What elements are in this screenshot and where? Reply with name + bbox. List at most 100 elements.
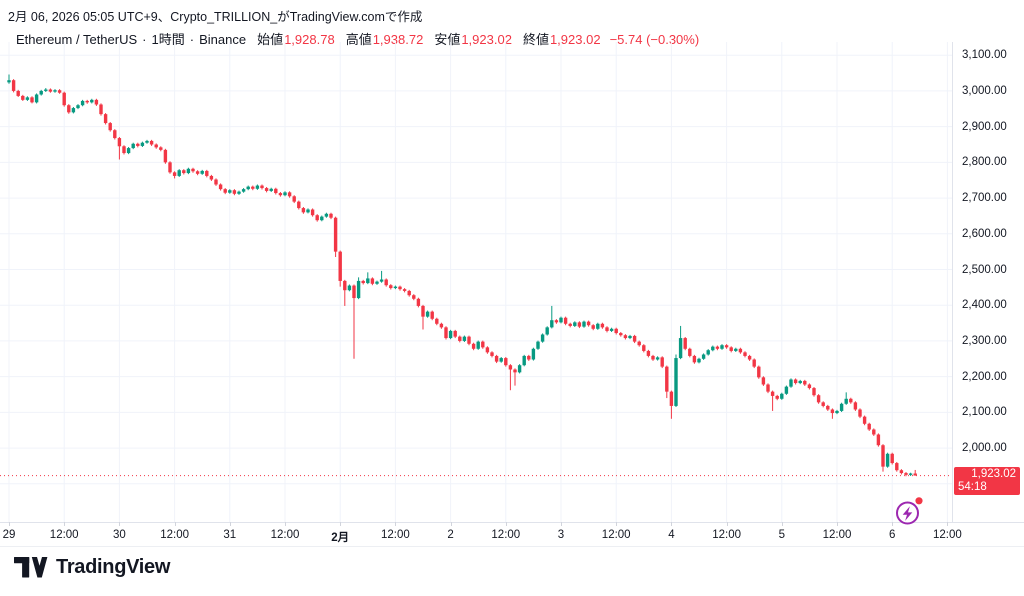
time-tick-label: 12:00: [822, 529, 852, 541]
candle: [545, 326, 549, 336]
candle: [706, 349, 710, 356]
candle: [490, 351, 494, 358]
exchange-label[interactable]: Binance: [199, 32, 247, 47]
candle: [398, 285, 402, 291]
flash-icon[interactable]: [892, 494, 926, 528]
candle: [619, 332, 623, 337]
candle: [807, 383, 812, 390]
tradingview-logo-text: TradingView: [56, 556, 171, 578]
candle: [577, 321, 582, 329]
candle: [182, 169, 186, 175]
candle: [563, 316, 568, 326]
candle: [402, 288, 407, 293]
candle: [743, 351, 747, 358]
candle: [122, 145, 126, 155]
candle: [793, 378, 798, 385]
candle: [343, 279, 347, 306]
candle: [283, 191, 287, 197]
candle: [53, 89, 57, 93]
candle: [145, 139, 149, 144]
time-tick-mark: [505, 522, 507, 526]
candle: [99, 103, 103, 116]
time-tick-label: 12:00: [49, 529, 79, 541]
candle: [908, 472, 913, 476]
candlestick-chart[interactable]: [0, 42, 952, 522]
tradingview-logo-mark: [14, 556, 48, 577]
candle: [80, 99, 85, 107]
candle: [338, 250, 342, 287]
time-tick-mark: [340, 522, 342, 526]
candle: [596, 322, 600, 330]
candle: [872, 428, 876, 436]
separator-dot: ·: [189, 32, 195, 47]
candle: [904, 472, 908, 477]
candle: [784, 385, 789, 395]
candle: [471, 342, 476, 351]
time-tick-label: 12:00: [712, 529, 741, 541]
time-tick-label: 29: [2, 529, 16, 541]
candle: [757, 365, 761, 379]
price-tick-label: 2,500.00: [962, 263, 1007, 276]
price-tick-label: 2,600.00: [962, 227, 1007, 240]
candle: [186, 167, 191, 175]
candle: [867, 422, 871, 431]
candle: [246, 185, 250, 191]
candle: [453, 329, 457, 339]
candle: [287, 191, 292, 198]
candle: [550, 305, 554, 329]
candle: [444, 326, 448, 340]
candle: [734, 347, 738, 352]
candle: [269, 187, 273, 192]
time-tick-mark: [561, 522, 562, 526]
interval-label[interactable]: 1時間: [151, 32, 185, 47]
candle: [67, 104, 71, 114]
symbol-title[interactable]: Ethereum / TetherUS: [16, 32, 138, 47]
candle: [913, 469, 917, 476]
time-tick-mark: [174, 522, 176, 526]
candle: [126, 147, 131, 155]
time-tick-mark: [119, 522, 121, 526]
candle: [163, 148, 168, 164]
price-axis-border: [952, 42, 953, 546]
candle: [522, 354, 526, 367]
candle: [425, 310, 430, 318]
candle: [605, 326, 609, 333]
candle: [223, 188, 227, 195]
time-tick-mark: [64, 522, 66, 526]
candle: [467, 335, 471, 346]
price-tick-label: 2,400.00: [962, 299, 1007, 312]
candle: [770, 390, 775, 411]
candle: [113, 129, 117, 140]
tradingview-logo[interactable]: TradingView: [14, 556, 170, 579]
change-value: −5.74 (−0.30%): [609, 32, 700, 47]
candle: [513, 368, 517, 386]
attribution-text: 2月 06, 2026 05:05 UTC+9、Crypto_TRILLION_…: [8, 10, 423, 24]
candle: [692, 354, 697, 364]
candle: [347, 284, 352, 292]
candle: [209, 174, 214, 181]
candle: [830, 408, 835, 419]
candle: [678, 325, 683, 360]
time-tick-label: 12:00: [381, 529, 410, 541]
candle: [766, 383, 770, 394]
candle: [218, 183, 223, 191]
candle: [21, 94, 25, 101]
candle: [421, 304, 425, 330]
candle: [508, 364, 513, 391]
time-tick-label: 30: [112, 529, 126, 541]
candle: [228, 189, 232, 194]
high-value: 高値1,938.72: [345, 32, 424, 47]
candle: [329, 212, 333, 220]
candle: [177, 169, 181, 177]
time-axis[interactable]: [0, 522, 1024, 547]
candle: [724, 344, 729, 349]
close-value: 終値1,923.02: [522, 32, 601, 47]
last-price-value: 1,923.02: [971, 467, 1016, 480]
candle: [789, 378, 793, 388]
candle: [412, 294, 416, 301]
candle: [803, 379, 807, 386]
time-tick-mark: [9, 522, 10, 526]
price-tick-label: 2,100.00: [962, 406, 1007, 419]
candle: [333, 216, 338, 257]
candle: [729, 346, 733, 353]
